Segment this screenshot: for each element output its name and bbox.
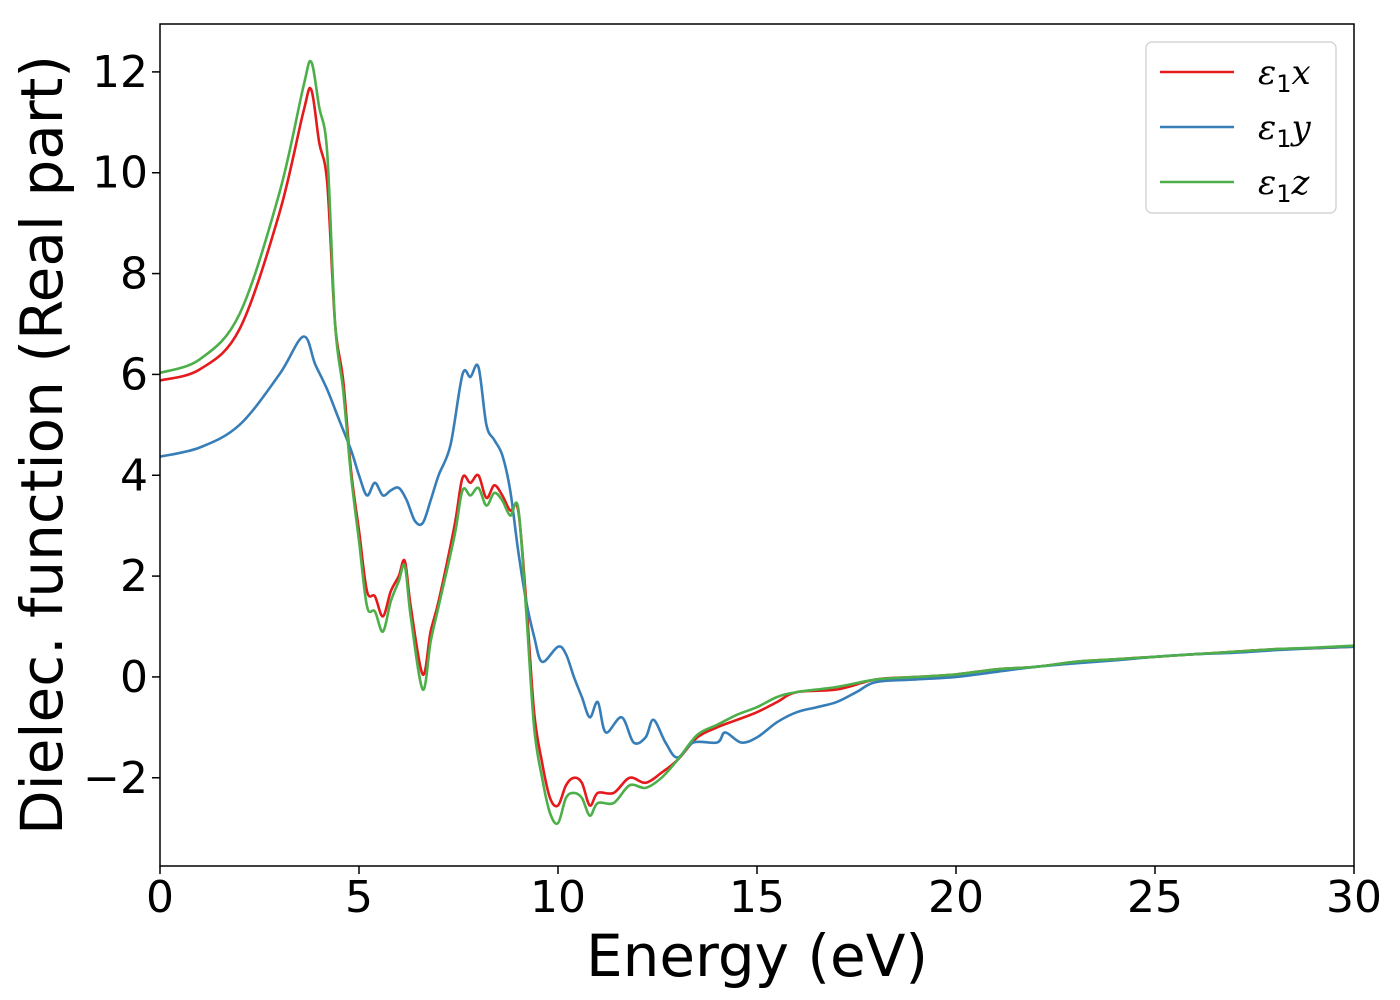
legend-label: ε1y — [1258, 108, 1312, 153]
legend-label: ε1z — [1258, 163, 1311, 208]
x-tick-label: 30 — [1326, 872, 1382, 923]
legend-label: ε1x — [1258, 53, 1311, 98]
x-tick-label: 0 — [146, 872, 174, 923]
x-tick-label: 25 — [1127, 872, 1183, 923]
x-tick-label: 15 — [729, 872, 785, 923]
series-layer — [160, 59, 1354, 826]
x-axis-label: Energy (eV) — [586, 922, 928, 990]
y-tick-label: 6 — [120, 349, 148, 400]
y-tick-label: 8 — [120, 249, 148, 300]
y-tick-label: 10 — [92, 148, 148, 199]
ticks-layer: 0 5 10 15 20 25 30 −2 0 2 4 6 8 10 12 — [83, 47, 1382, 923]
legend-box — [1145, 41, 1337, 214]
legend-item-y: ε1y — [1160, 108, 1312, 153]
x-tick-label: 5 — [345, 872, 373, 923]
x-tick-label: 10 — [530, 872, 586, 923]
x-tick-label: 20 — [928, 872, 984, 923]
y-axis-label: Dielec. function (Real part) — [8, 55, 76, 835]
y-tick-label: 0 — [120, 652, 148, 703]
y-tick-label: 12 — [92, 47, 148, 98]
y-tick-label: −2 — [83, 753, 148, 804]
series-line-y — [160, 335, 1354, 759]
y-tick-label: 2 — [120, 551, 148, 602]
y-tick-label: 4 — [120, 450, 148, 501]
legend: ε1x ε1y ε1z — [1145, 41, 1337, 214]
legend-item-z: ε1z — [1160, 163, 1311, 208]
legend-item-x: ε1x — [1160, 53, 1311, 98]
series-line-z — [160, 59, 1354, 826]
